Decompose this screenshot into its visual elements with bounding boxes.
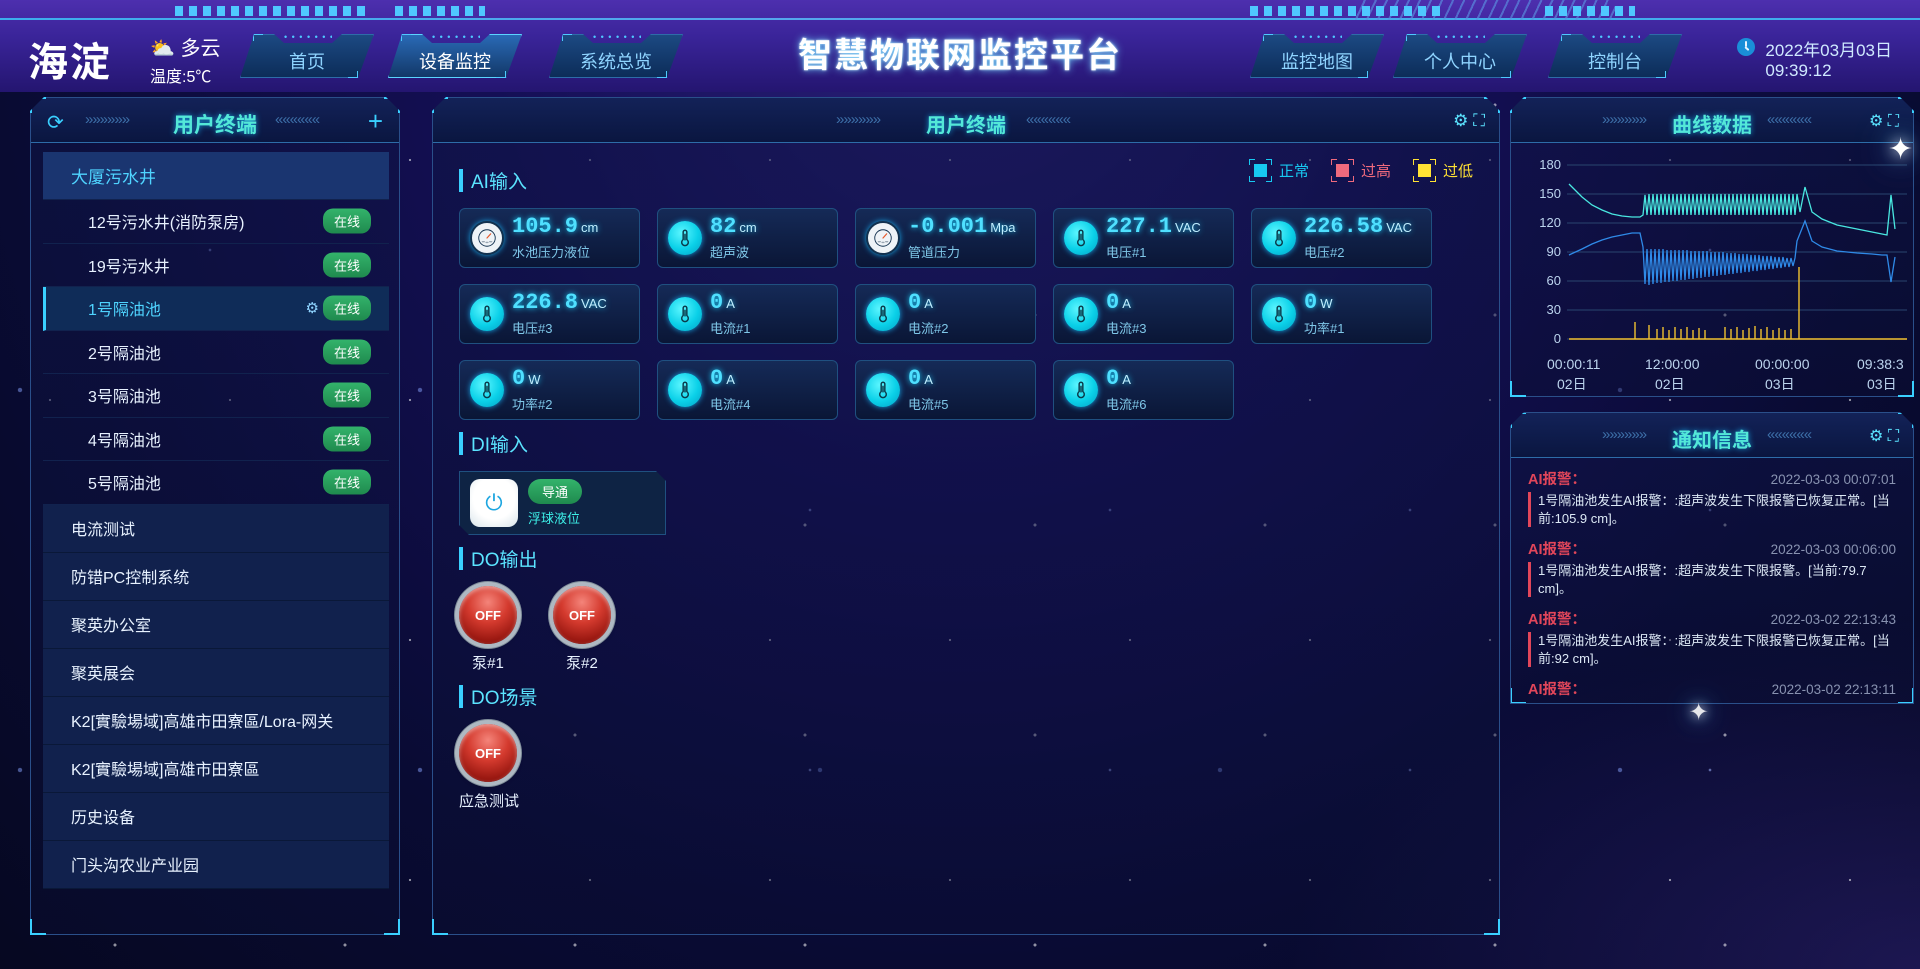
svg-text:00:00:11: 00:00:11 <box>1547 356 1601 372</box>
svg-text:0: 0 <box>1554 331 1561 346</box>
svg-text:90: 90 <box>1547 244 1561 259</box>
svg-text:120: 120 <box>1539 215 1561 230</box>
svg-text:180: 180 <box>1539 157 1561 172</box>
svg-text:150: 150 <box>1539 186 1561 201</box>
svg-text:02日: 02日 <box>1557 376 1587 392</box>
svg-text:00:00:00: 00:00:00 <box>1755 356 1810 372</box>
svg-text:12:00:00: 12:00:00 <box>1645 356 1700 372</box>
svg-text:30: 30 <box>1547 302 1561 317</box>
svg-text:60: 60 <box>1547 273 1561 288</box>
svg-text:02日: 02日 <box>1655 376 1685 392</box>
svg-text:03日: 03日 <box>1867 376 1897 392</box>
svg-text:09:38:3: 09:38:3 <box>1857 356 1904 372</box>
svg-text:03日: 03日 <box>1765 376 1795 392</box>
